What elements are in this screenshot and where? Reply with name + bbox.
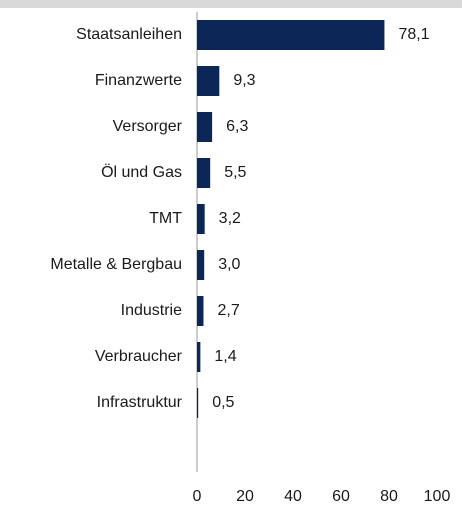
y-tick-label: Industrie [121, 302, 182, 319]
value-label: 0,5 [212, 394, 234, 411]
value-label: 5,5 [224, 164, 246, 181]
bar [197, 20, 385, 50]
value-label: 3,0 [218, 256, 240, 273]
bar [197, 204, 205, 234]
value-label: 1,4 [214, 348, 236, 365]
x-tick-label: 80 [380, 488, 398, 505]
x-tick-label: 0 [193, 488, 202, 505]
bar [197, 342, 201, 372]
bar [197, 296, 204, 326]
y-tick-label: Versorger [113, 118, 183, 135]
value-label: 6,3 [226, 118, 248, 135]
y-tick-label: TMT [149, 210, 182, 227]
value-label: 78,1 [398, 26, 429, 43]
bar [197, 158, 211, 188]
bar [197, 112, 213, 142]
y-tick-label: Infrastruktur [97, 394, 183, 411]
x-tick-label: 20 [236, 488, 254, 505]
y-tick-label: Staatsanleihen [76, 26, 182, 43]
bar [197, 250, 205, 280]
value-label: 9,3 [233, 72, 255, 89]
y-tick-label: Metalle & Bergbau [50, 256, 182, 273]
top-band [0, 0, 462, 8]
x-tick-label: 60 [332, 488, 350, 505]
bar [197, 388, 199, 418]
x-tick-label: 40 [284, 488, 302, 505]
x-tick-label: 100 [424, 488, 451, 505]
bar [197, 66, 220, 96]
value-label: 3,2 [219, 210, 241, 227]
value-label: 2,7 [217, 302, 239, 319]
y-tick-label: Öl und Gas [101, 163, 182, 181]
y-tick-label: Finanzwerte [95, 72, 182, 89]
y-tick-label: Verbraucher [95, 348, 183, 365]
